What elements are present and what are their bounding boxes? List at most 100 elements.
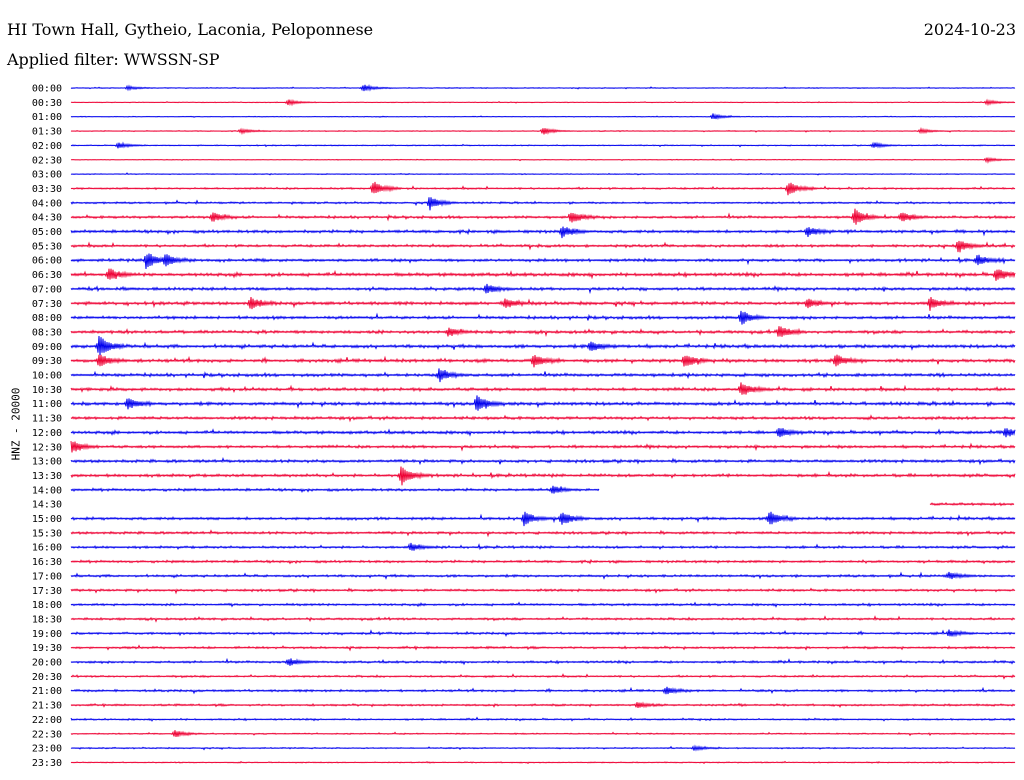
trace-line [70, 587, 1016, 595]
trace-line [929, 501, 1015, 507]
trace-line [70, 673, 1016, 680]
filter-label: Applied filter: WWSSN-SP [7, 50, 220, 69]
trace-line [70, 441, 1016, 453]
time-label: 03:30 [32, 184, 62, 195]
trace-line [70, 760, 1016, 765]
trace-line [70, 542, 1016, 551]
time-label: 19:00 [32, 629, 62, 640]
time-label: 01:00 [32, 112, 62, 123]
time-label: 04:30 [32, 213, 62, 224]
trace-line [70, 197, 1016, 211]
trace-line [70, 382, 1016, 395]
time-label: 22:30 [32, 729, 62, 740]
time-label: 11:00 [32, 399, 62, 410]
trace-line [70, 113, 1016, 120]
time-label: 01:30 [32, 127, 62, 138]
trace-line [70, 414, 1016, 423]
time-label: 16:30 [32, 557, 62, 568]
trace-line [70, 126, 1016, 135]
time-label: 02:00 [32, 141, 62, 152]
trace-line [70, 395, 1016, 411]
time-label: 18:30 [32, 614, 62, 625]
trace-line [70, 156, 1016, 164]
time-label: 08:00 [32, 313, 62, 324]
time-label: 05:30 [32, 241, 62, 252]
time-label: 23:30 [32, 758, 62, 769]
time-label: 06:00 [32, 256, 62, 267]
time-label: 21:00 [32, 686, 62, 697]
time-label: 14:00 [32, 485, 62, 496]
time-label: 10:30 [32, 385, 62, 396]
trace-line [70, 98, 1016, 107]
time-label: 20:00 [32, 658, 62, 669]
trace-line [70, 253, 1016, 270]
trace-line [70, 368, 1016, 383]
time-label: 10:00 [32, 371, 62, 382]
trace-line [70, 511, 1016, 527]
trace-line [70, 701, 1016, 709]
trace-line [70, 326, 1016, 338]
chart-title: HI Town Hall, Gytheio, Laconia, Peloponn… [7, 20, 374, 39]
trace-line [70, 657, 1016, 666]
time-label: 08:30 [32, 327, 62, 338]
trace-line [70, 240, 1016, 253]
trace-line [70, 456, 1016, 466]
trace-line [70, 83, 1016, 92]
time-label: 09:00 [32, 342, 62, 353]
time-label: 20:30 [32, 672, 62, 683]
trace-line [70, 181, 1016, 196]
trace-line [70, 466, 1016, 486]
time-label: 07:30 [32, 299, 62, 310]
trace-line [70, 310, 1016, 325]
time-label: 18:00 [32, 600, 62, 611]
trace-line [70, 226, 1016, 239]
trace-line [70, 172, 1016, 176]
trace-line [70, 208, 1016, 225]
time-label: 07:00 [32, 284, 62, 295]
trace-line [70, 485, 600, 494]
trace-line [70, 644, 1016, 652]
time-label: 19:30 [32, 643, 62, 654]
trace-line [70, 716, 1016, 722]
trace-line [70, 601, 1016, 608]
trace-line [70, 354, 1016, 368]
time-label: 15:30 [32, 528, 62, 539]
time-label: 03:00 [32, 170, 62, 181]
trace-line [70, 283, 1016, 295]
time-label: 06:30 [32, 270, 62, 281]
time-label: 21:30 [32, 701, 62, 712]
trace-line [70, 615, 1016, 623]
time-label: 13:00 [32, 457, 62, 468]
time-label: 17:30 [32, 586, 62, 597]
trace-line [70, 744, 1016, 752]
time-label: 04:00 [32, 198, 62, 209]
date-label: 2024-10-23 [923, 20, 1016, 39]
time-label: 14:30 [32, 500, 62, 511]
trace-line [70, 558, 1016, 565]
trace-line [70, 730, 1016, 738]
time-label: 16:00 [32, 543, 62, 554]
trace-line [70, 571, 1016, 580]
time-label: 12:00 [32, 428, 62, 439]
time-label: 00:30 [32, 98, 62, 109]
trace-line [70, 296, 1016, 311]
trace-line [70, 141, 1016, 149]
trace-line [70, 335, 1016, 356]
trace-line [70, 529, 1016, 538]
trace-line [70, 268, 1016, 281]
trace-line [70, 629, 1016, 638]
time-label: 05:00 [32, 227, 62, 238]
time-label: 09:30 [32, 356, 62, 367]
time-label: 17:00 [32, 571, 62, 582]
trace-line [70, 428, 1016, 438]
time-label: 00:00 [32, 84, 62, 95]
time-label: 12:30 [32, 442, 62, 453]
time-label: 13:30 [32, 471, 62, 482]
time-label: 23:00 [32, 744, 62, 755]
trace-line [70, 686, 1016, 695]
time-label: 22:00 [32, 715, 62, 726]
time-label: 02:30 [32, 155, 62, 166]
time-label: 11:30 [32, 414, 62, 425]
time-label: 15:00 [32, 514, 62, 525]
